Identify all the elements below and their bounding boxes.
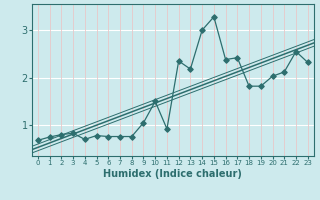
Point	[235, 56, 240, 59]
Point	[176, 59, 181, 63]
Point	[282, 70, 287, 74]
X-axis label: Humidex (Indice chaleur): Humidex (Indice chaleur)	[103, 169, 242, 179]
Point	[246, 85, 252, 88]
Point	[293, 50, 299, 53]
Point	[188, 67, 193, 71]
Point	[117, 135, 123, 138]
Point	[106, 135, 111, 138]
Point	[82, 138, 87, 141]
Point	[211, 15, 216, 18]
Point	[94, 134, 99, 137]
Point	[129, 135, 134, 138]
Point	[305, 61, 310, 64]
Point	[70, 132, 76, 135]
Point	[59, 133, 64, 136]
Point	[164, 127, 170, 131]
Point	[153, 100, 158, 103]
Point	[47, 135, 52, 139]
Point	[270, 75, 275, 78]
Point	[258, 85, 263, 88]
Point	[200, 29, 205, 32]
Point	[223, 58, 228, 61]
Point	[35, 139, 40, 142]
Point	[141, 121, 146, 124]
